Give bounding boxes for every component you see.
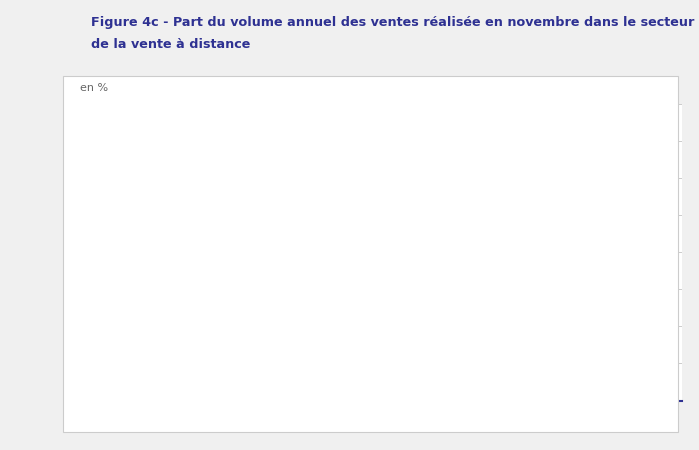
Text: de la vente à distance: de la vente à distance: [91, 38, 250, 51]
Text: en %: en %: [80, 83, 108, 93]
Bar: [510, 164, 556, 450]
Bar: [140, 298, 187, 450]
Bar: [603, 176, 649, 450]
Bar: [233, 289, 280, 450]
Text: Figure 4c - Part du volume annuel des ventes réalisée en novembre dans le secteu: Figure 4c - Part du volume annuel des ve…: [91, 16, 694, 29]
Bar: [418, 220, 464, 450]
Bar: [326, 198, 372, 450]
